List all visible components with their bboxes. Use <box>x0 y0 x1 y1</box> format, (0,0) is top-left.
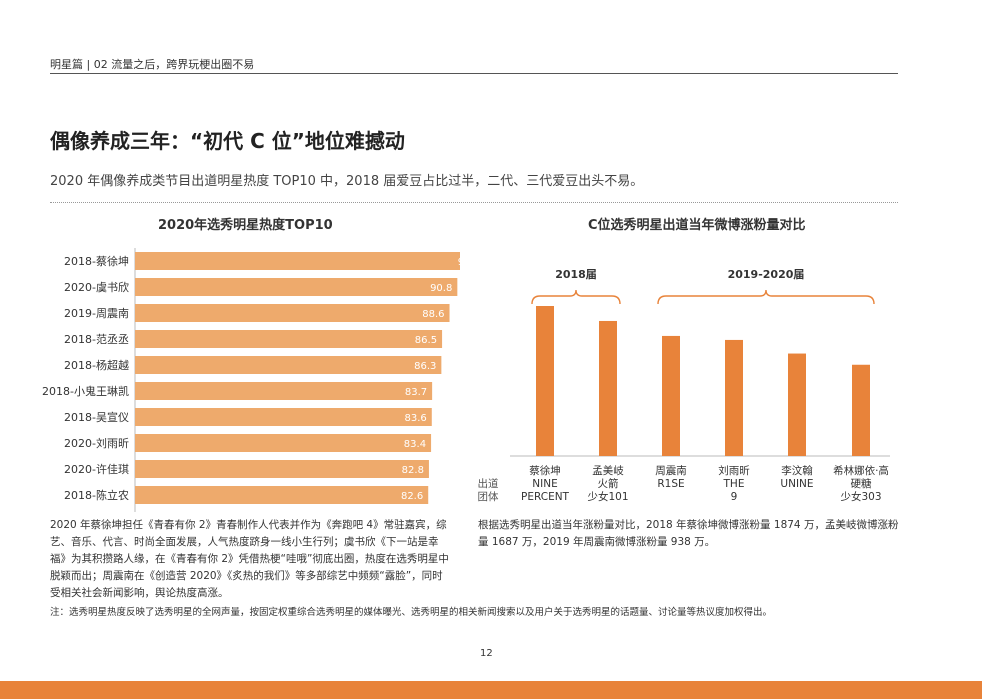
chart1-category-label: 2018-陈立农 <box>64 488 129 502</box>
chart2-bar <box>852 364 870 456</box>
chart2-bar <box>662 335 680 456</box>
chart1-bar <box>135 408 432 426</box>
chart1-bar <box>135 252 460 270</box>
left-note: 2020 年蔡徐坤担任《青春有你 2》青春制作人代表并作为《奔跑吧 4》常驻嘉宾… <box>50 519 449 599</box>
chart2-bar <box>536 306 554 456</box>
chart2-group-label: THE <box>723 478 745 490</box>
chart1-bar <box>135 278 458 296</box>
chart2-name-label: 孟美岐 <box>592 464 624 477</box>
chart1-bar <box>135 460 429 478</box>
dotted-divider <box>50 202 898 203</box>
chart1-title: 2020年选秀明星热度TOP10 <box>158 218 333 233</box>
chart1-category-label: 2018-范丞丞 <box>64 332 129 346</box>
chart1-value-label: 86.5 <box>415 335 437 346</box>
chart1-category-label: 2018-吴宣仪 <box>64 410 129 424</box>
chart1-bar <box>135 304 450 322</box>
footer-bar <box>0 681 982 699</box>
chart2-bracket-label: 2018届 <box>555 268 597 281</box>
chart2-group-label: 火箭 <box>598 477 619 490</box>
chart1-value-label: 98.6 <box>458 257 460 268</box>
chart1-value-label: 90.8 <box>430 283 452 294</box>
chart1-category-label: 2018-小鬼王琳凯 <box>42 384 129 398</box>
chart1-bar <box>135 356 442 374</box>
right-note: 根据选秀明星出道当年涨粉量对比，2018 年蔡徐坤微博涨粉量 1874 万，孟美… <box>478 519 899 548</box>
chart2-group-label-line2: PERCENT <box>521 491 570 503</box>
chart2-group-label: R1SE <box>657 478 684 490</box>
chart2-name-label: 希林娜依·高 <box>833 464 889 477</box>
chart2-group-label-line2: 少女303 <box>840 490 881 503</box>
chart1-bar <box>135 330 443 348</box>
chart2-bar <box>599 320 617 456</box>
page-subtitle: 2020 年偶像养成类节目出道明星热度 TOP10 中，2018 届爱豆占比过半… <box>50 174 644 189</box>
chart1-heat-top10: 2018-蔡徐坤 98.6 2020-虞书欣 90.8 2019-周震南 88.6 2018… <box>42 248 460 512</box>
chart2-group-label-line2: 9 <box>731 491 738 503</box>
chart2-title: C位选秀明星出道当年微博涨粉量对比 <box>588 218 806 233</box>
chart2-group-label: 硬糖 <box>851 477 872 490</box>
chart2-bracket-2018 <box>531 289 621 305</box>
chart2-bracket-label: 2019-2020届 <box>728 268 805 281</box>
chart1-value-label: 88.6 <box>422 309 444 320</box>
page-title: 偶像养成三年：“初代 C 位”地位难撼动 <box>50 129 405 153</box>
chart2-name-label: 李汶翰 <box>781 464 813 477</box>
chart2-name-label: 刘雨昕 <box>718 465 750 477</box>
chart1-value-label: 86.3 <box>414 361 436 372</box>
chart2-group-label-line2: 少女101 <box>587 490 628 503</box>
chart2-group-label: UNINE <box>780 478 813 490</box>
chart1-bar <box>135 486 429 504</box>
chart1-value-label: 83.4 <box>404 439 426 450</box>
chart2-name-label: 蔡徐坤 <box>529 464 561 477</box>
footnote: 注：选秀明星热度反映了选秀明星的全网声量，按固定权重综合选秀明星的媒体曝光、选秀… <box>50 607 773 618</box>
chart1-category-label: 2020-虞书欣 <box>64 280 129 294</box>
chart1-category-label: 2019-周震南 <box>64 307 129 320</box>
section-header: 明星篇 | 02 流量之后，跨界玩梗出圈不易 <box>50 58 255 71</box>
chart2-bar <box>725 339 743 456</box>
chart1-category-label: 2020-许佳琪 <box>64 462 129 476</box>
page-number: 12 <box>480 648 493 659</box>
chart1-category-label: 2018-蔡徐坤 <box>64 254 129 268</box>
chart2-group-label: NINE <box>532 478 557 490</box>
header-divider <box>50 73 898 74</box>
chart2-row-label: 出道 <box>478 477 499 490</box>
chart1-bar <box>135 382 433 400</box>
chart2-bar <box>788 353 806 456</box>
chart1-value-label: 82.8 <box>402 465 424 476</box>
chart2-row-label: 团体 <box>478 491 499 503</box>
chart1-bar <box>135 434 432 452</box>
chart1-value-label: 83.6 <box>405 413 427 424</box>
chart2-name-label: 周震南 <box>655 464 687 477</box>
chart1-value-label: 83.7 <box>405 387 427 398</box>
chart1-category-label: 2018-杨超越 <box>64 358 129 372</box>
chart1-value-label: 82.6 <box>401 491 423 502</box>
chart1-category-label: 2020-刘雨昕 <box>64 437 129 450</box>
chart2-bracket-2019-2020 <box>657 289 875 305</box>
